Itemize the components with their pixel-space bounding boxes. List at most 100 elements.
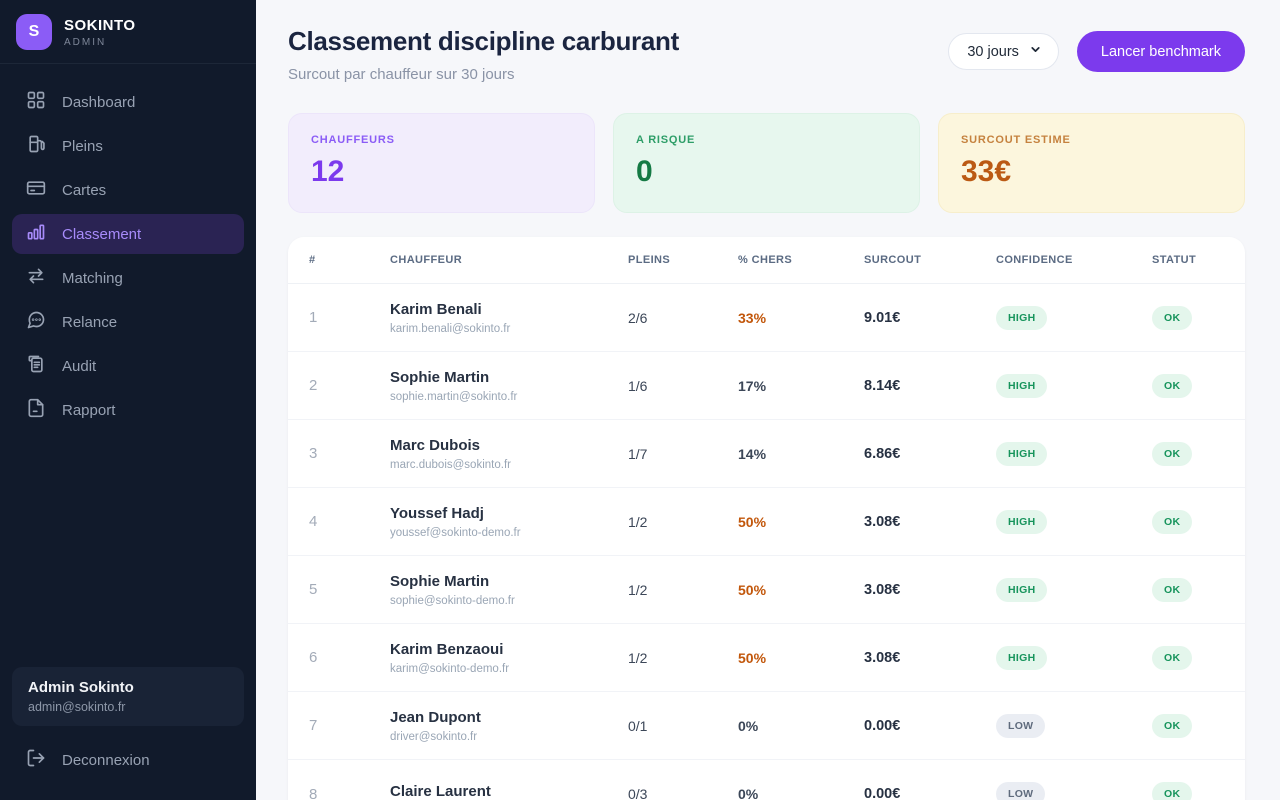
driver-email: sophie.martin@sokinto.fr <box>390 390 518 403</box>
stat-label: SURCOUT ESTIME <box>961 134 1071 146</box>
sidebar-item-classement[interactable]: Classement <box>12 214 244 254</box>
sidebar-item-audit[interactable]: Audit <box>12 346 244 386</box>
rank-cell: 8 <box>309 785 318 800</box>
dashboard-icon <box>26 90 46 114</box>
driver-name: Jean Dupont <box>390 708 481 726</box>
sidebar-item-label: Relance <box>62 313 118 331</box>
rank-cell: 7 <box>309 717 318 734</box>
sidebar-item-label: Pleins <box>62 137 103 155</box>
table-row[interactable]: 3 Marc Dubois marc.dubois@sokinto.fr 1/7… <box>288 420 1245 488</box>
brand-name: SOKINTO <box>64 16 136 34</box>
surcout-cell: 3.08€ <box>864 581 901 598</box>
table-row[interactable]: 8 Claire Laurent 0/3 0% 0.00€ LOW OK <box>288 760 1245 800</box>
stat-value: 12 <box>311 155 345 188</box>
launch-benchmark-button[interactable]: Lancer benchmark <box>1076 31 1245 72</box>
confidence-cell: HIGH <box>996 645 1152 670</box>
statut-cell: OK <box>1152 782 1224 800</box>
statut-cell: OK <box>1152 713 1224 738</box>
statut-cell: OK <box>1152 645 1224 670</box>
confidence-badge: HIGH <box>996 441 1048 466</box>
table-row[interactable]: 1 Karim Benali karim.benali@sokinto.fr 2… <box>288 284 1245 352</box>
percent-chers-cell: 0% <box>738 786 759 800</box>
confidence-cell: HIGH <box>996 305 1152 330</box>
sidebar-item-pleins[interactable]: Pleins <box>12 126 244 166</box>
surcout-cell: 8.14€ <box>864 377 901 394</box>
percent-chers-cell: 33% <box>738 309 767 326</box>
table-header-row: # CHAUFFEUR PLEINS % CHERS SURCOUT CONFIDENCE… <box>288 237 1245 284</box>
status-badge: OK <box>1152 577 1193 602</box>
percent-chers-cell: 50% <box>738 581 767 598</box>
rank-cell: 4 <box>309 513 318 530</box>
pleins-cell: 0/3 <box>628 786 648 800</box>
stat-label: CHAUFFEURS <box>311 134 395 146</box>
stat-value: 0 <box>636 155 653 188</box>
chauffeur-cell: Karim Benali karim.benali@sokinto.fr <box>390 301 628 335</box>
user-email: admin@sokinto.fr <box>28 700 126 714</box>
user-name: Admin Sokinto <box>28 679 134 696</box>
stat-value: 33€ <box>961 155 1012 188</box>
sidebar: S SOKINTO ADMIN Dashboard Pleins Cartes … <box>0 0 256 800</box>
pleins-cell: 1/6 <box>628 377 648 394</box>
driver-name: Sophie Martin <box>390 368 490 386</box>
sidebar-item-label: Rapport <box>62 401 116 419</box>
column-header: STATUT <box>1152 254 1197 266</box>
period-select[interactable]: 30 jours <box>948 33 1059 70</box>
stat-card-a-risque: A RISQUE 0 <box>613 113 920 213</box>
sidebar-item-rapport[interactable]: Rapport <box>12 390 244 430</box>
surcout-cell: 0.00€ <box>864 717 901 734</box>
sidebar-nav: Dashboard Pleins Cartes Classement Match… <box>0 64 256 434</box>
sidebar-item-label: Cartes <box>62 181 107 199</box>
percent-chers-cell: 50% <box>738 649 767 666</box>
header-controls: 30 jours Lancer benchmark <box>948 31 1245 72</box>
surcout-cell: 0.00€ <box>864 786 901 800</box>
statut-cell: OK <box>1152 373 1224 398</box>
brand-role: ADMIN <box>64 36 107 48</box>
rank-cell: 1 <box>309 309 318 326</box>
table-row[interactable]: 2 Sophie Martin sophie.martin@sokinto.fr… <box>288 352 1245 420</box>
confidence-badge: HIGH <box>996 577 1048 602</box>
surcout-cell: 3.08€ <box>864 649 901 666</box>
column-header: # <box>309 254 316 266</box>
logout-button[interactable]: Deconnexion <box>12 740 244 780</box>
sidebar-item-dashboard[interactable]: Dashboard <box>12 82 244 122</box>
brand-logo: S <box>16 14 52 50</box>
column-header: % CHERS <box>738 254 793 266</box>
stat-label: A RISQUE <box>636 134 696 146</box>
confidence-cell: LOW <box>996 782 1152 800</box>
table-row[interactable]: 5 Sophie Martin sophie@sokinto-demo.fr 1… <box>288 556 1245 624</box>
chauffeur-cell: Claire Laurent <box>390 783 628 800</box>
user-box: Admin Sokinto admin@sokinto.fr <box>12 667 244 726</box>
confidence-badge: LOW <box>996 782 1046 800</box>
logout-label: Deconnexion <box>62 751 150 769</box>
driver-email: marc.dubois@sokinto.fr <box>390 458 511 471</box>
sidebar-item-cartes[interactable]: Cartes <box>12 170 244 210</box>
driver-email: karim.benali@sokinto.fr <box>390 322 511 335</box>
chauffeur-cell: Sophie Martin sophie@sokinto-demo.fr <box>390 573 628 607</box>
rank-cell: 6 <box>309 649 318 666</box>
chevron-down-icon <box>1029 43 1042 60</box>
surcout-cell: 6.86€ <box>864 445 901 462</box>
swap-arrows-icon <box>26 266 46 290</box>
rank-cell: 2 <box>309 377 318 394</box>
chat-bubble-icon <box>26 310 46 334</box>
table-row[interactable]: 7 Jean Dupont driver@sokinto.fr 0/1 0% 0… <box>288 692 1245 760</box>
driver-name: Karim Benzaoui <box>390 640 504 658</box>
chauffeur-cell: Karim Benzaoui karim@sokinto-demo.fr <box>390 641 628 675</box>
sidebar-item-label: Matching <box>62 269 123 287</box>
sidebar-item-matching[interactable]: Matching <box>12 258 244 298</box>
table-row[interactable]: 4 Youssef Hadj youssef@sokinto-demo.fr 1… <box>288 488 1245 556</box>
chauffeur-cell: Sophie Martin sophie.martin@sokinto.fr <box>390 369 628 403</box>
table-row[interactable]: 6 Karim Benzaoui karim@sokinto-demo.fr 1… <box>288 624 1245 692</box>
pleins-cell: 1/2 <box>628 581 648 598</box>
driver-name: Claire Laurent <box>390 783 491 800</box>
sidebar-item-label: Classement <box>62 225 142 243</box>
statut-cell: OK <box>1152 509 1224 534</box>
confidence-cell: HIGH <box>996 441 1152 466</box>
chauffeur-cell: Marc Dubois marc.dubois@sokinto.fr <box>390 437 628 471</box>
sidebar-spacer <box>0 434 256 667</box>
column-header: SURCOUT <box>864 254 922 266</box>
column-header: PLEINS <box>628 254 671 266</box>
sidebar-item-relance[interactable]: Relance <box>12 302 244 342</box>
confidence-badge: HIGH <box>996 373 1048 398</box>
driver-email: youssef@sokinto-demo.fr <box>390 526 521 539</box>
